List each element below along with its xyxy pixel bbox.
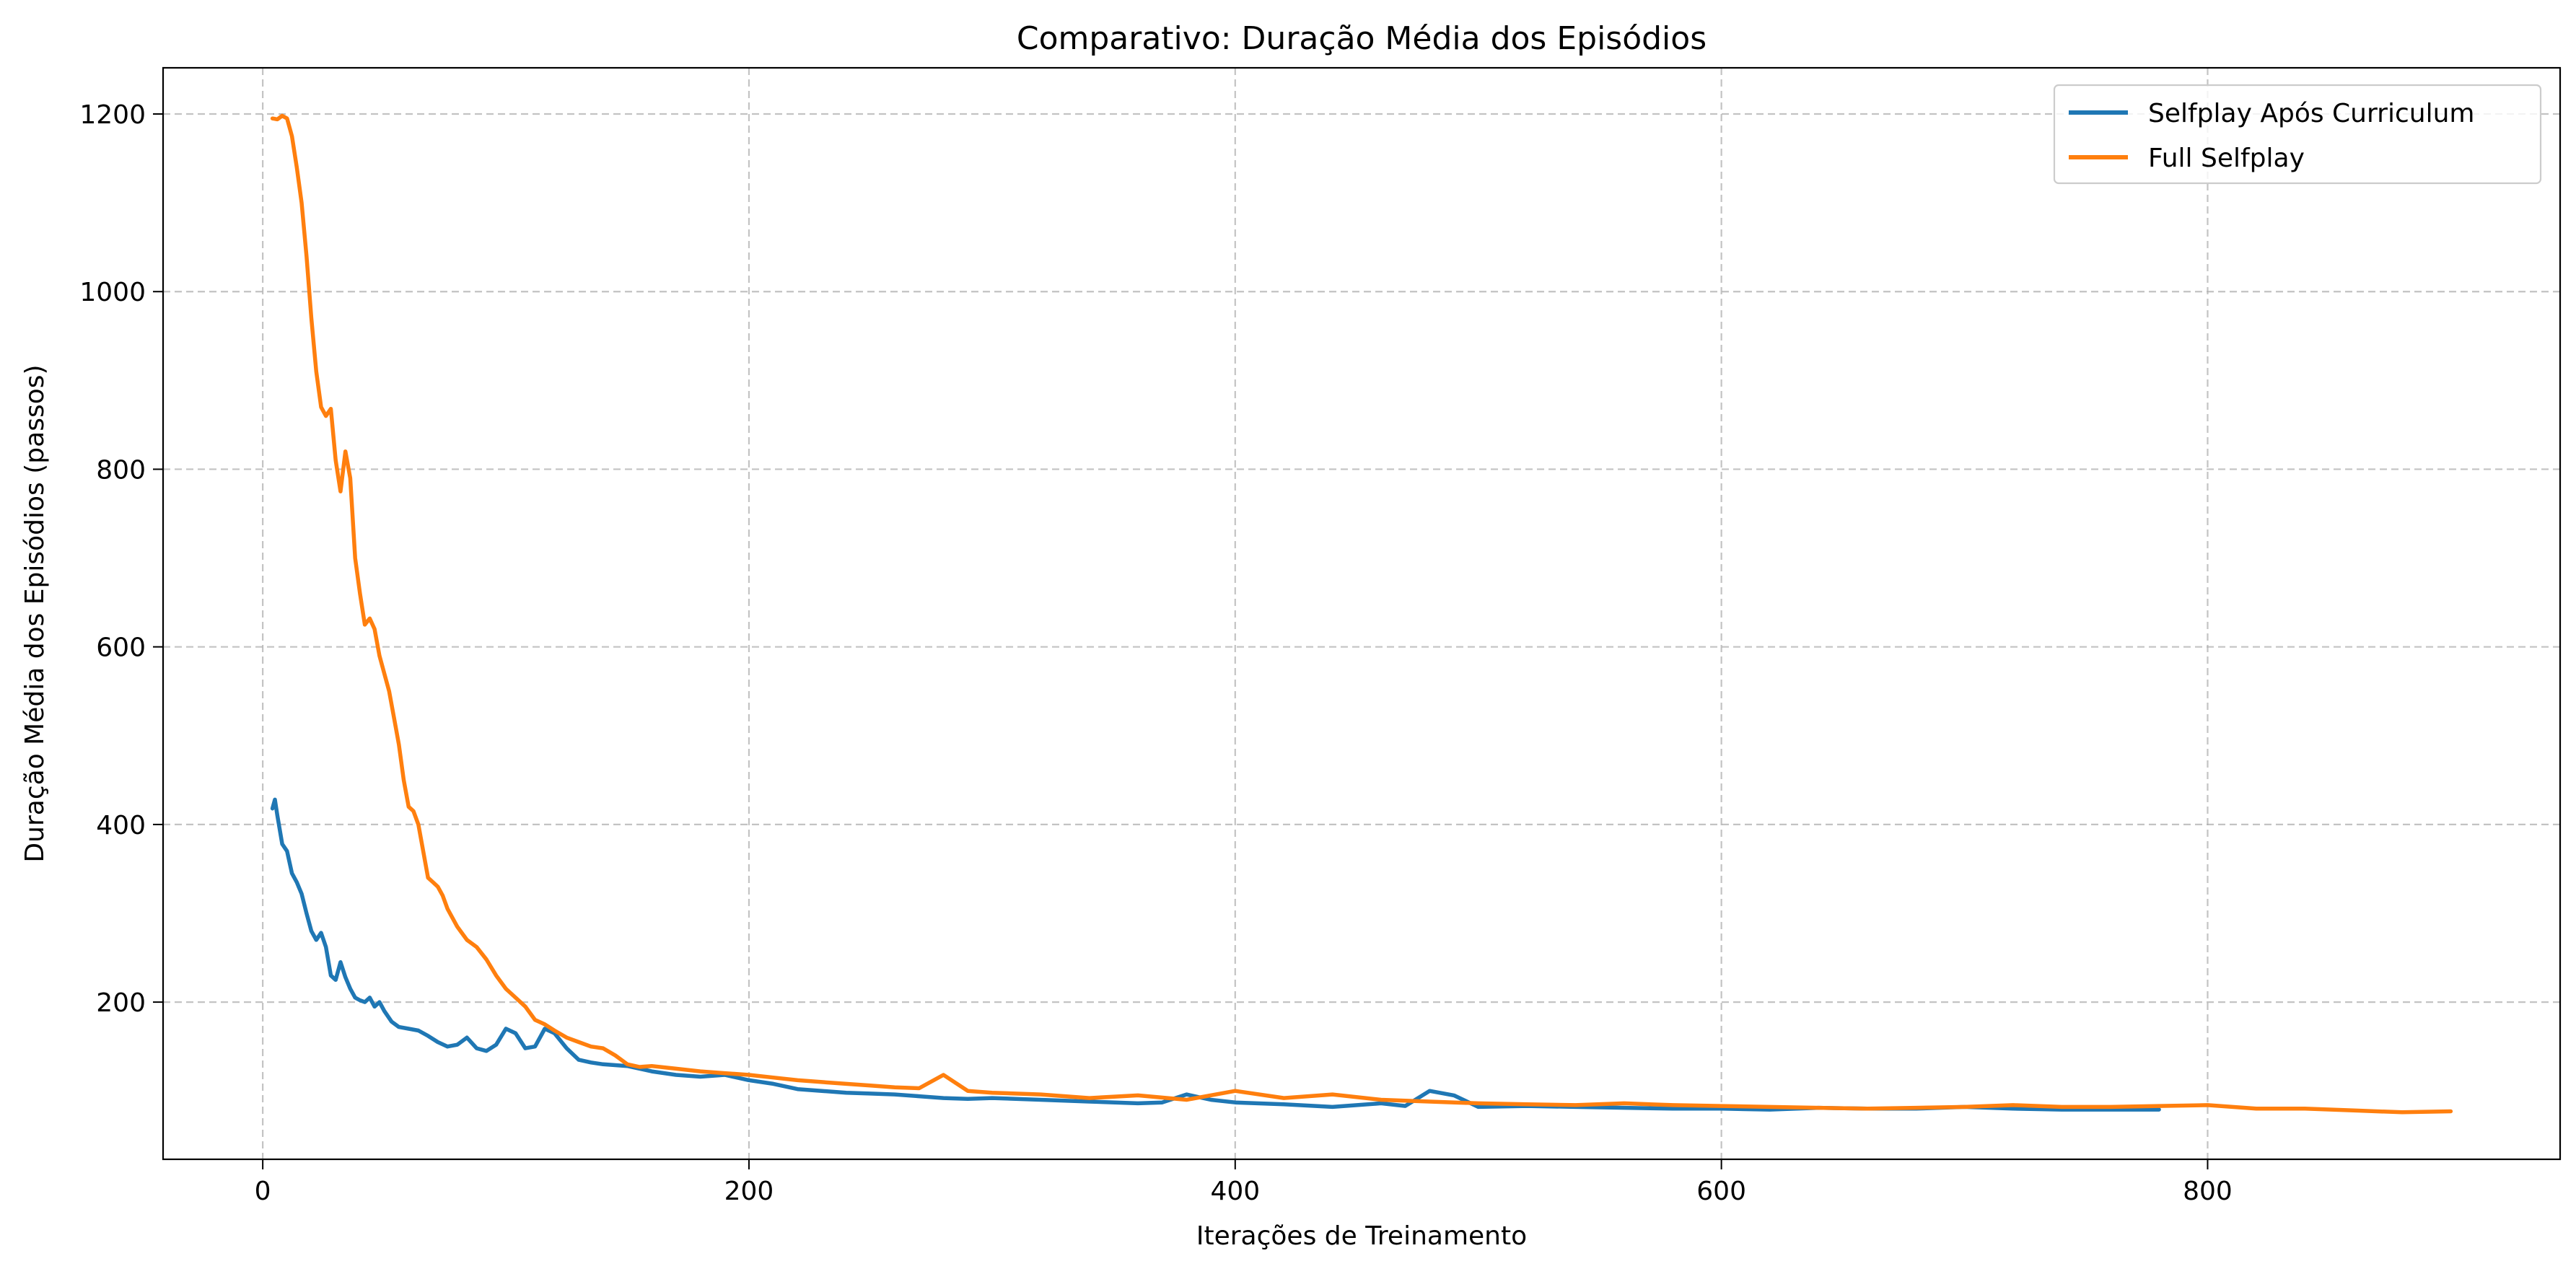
x-axis: 0 200 400 600 800 <box>255 1159 2233 1206</box>
y-tick-label: 1200 <box>79 100 146 130</box>
plot-area <box>163 68 2560 1159</box>
x-tick-label: 600 <box>1696 1177 1746 1206</box>
legend-label-2: Full Selfplay <box>2148 144 2305 173</box>
y-tick-label: 800 <box>96 455 146 485</box>
x-axis-title: Iterações de Treinamento <box>1196 1221 1527 1251</box>
y-axis: 200 400 600 800 1000 1200 <box>79 100 163 1018</box>
chart-title: Comparativo: Duração Média dos Episódios <box>1017 20 1707 57</box>
legend-box <box>2053 84 2542 185</box>
y-tick-label: 200 <box>96 988 146 1018</box>
y-tick-label: 400 <box>96 811 146 840</box>
series-line-2 <box>270 113 2453 1115</box>
legend-label-1: Selfplay Após Curriculum <box>2148 99 2474 128</box>
x-tick-label: 0 <box>255 1177 271 1206</box>
x-tick-label: 800 <box>2183 1177 2233 1206</box>
y-tick-label: 1000 <box>79 278 146 307</box>
y-axis-title: Duração Média dos Episódios (passos) <box>20 364 50 862</box>
series-line-1 <box>270 797 2161 1112</box>
y-tick-label: 600 <box>96 633 146 663</box>
plot-frame <box>162 66 2562 1161</box>
x-tick-label: 200 <box>724 1177 774 1206</box>
series-layer <box>270 113 2453 1115</box>
x-tick-label: 400 <box>1210 1177 1260 1206</box>
legend: Selfplay Após Curriculum Full Selfplay <box>2053 84 2542 185</box>
